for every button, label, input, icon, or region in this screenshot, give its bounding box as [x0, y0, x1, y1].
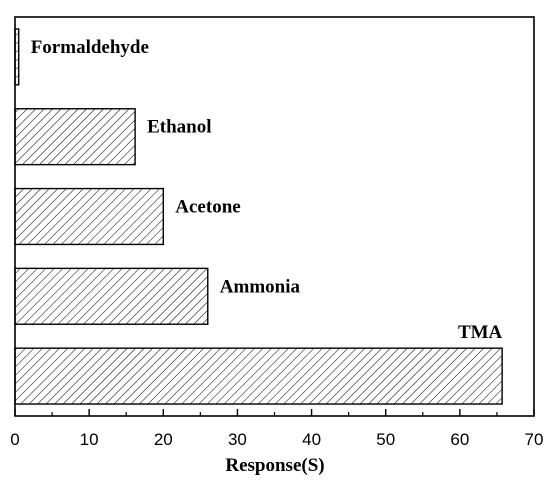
- bar-label-acetone: Acetone: [175, 197, 240, 218]
- bar-label-ammonia: Ammonia: [220, 276, 301, 297]
- x-tick-label-60: 60: [450, 430, 469, 449]
- x-tick-label-50: 50: [376, 430, 395, 449]
- bar-labels-layer: TMA Ammonia Acetone Ethanol Formaldehyde: [31, 37, 503, 343]
- x-tick-label-20: 20: [154, 430, 173, 449]
- bar-ammonia: [14, 267, 209, 325]
- x-tick-label-70: 70: [525, 430, 544, 449]
- x-tick-label-30: 30: [228, 430, 247, 449]
- bar-ethanol: [14, 108, 136, 166]
- bar-tma: [14, 347, 503, 405]
- x-tick-label-0: 0: [10, 430, 19, 449]
- x-axis-ticks: [14, 409, 535, 416]
- x-axis-title: Response(S): [225, 455, 324, 476]
- bar-label-formaldehyde: Formaldehyde: [31, 37, 149, 58]
- bar-label-ethanol: Ethanol: [147, 117, 211, 138]
- x-tick-label-40: 40: [302, 430, 321, 449]
- bar-label-tma: TMA: [458, 322, 503, 343]
- x-axis-tick-labels: 0 10 20 30 40 50 60 70: [10, 430, 543, 449]
- x-tick-label-10: 10: [80, 430, 99, 449]
- bar-acetone: [14, 187, 164, 246]
- bars-layer: [14, 28, 503, 405]
